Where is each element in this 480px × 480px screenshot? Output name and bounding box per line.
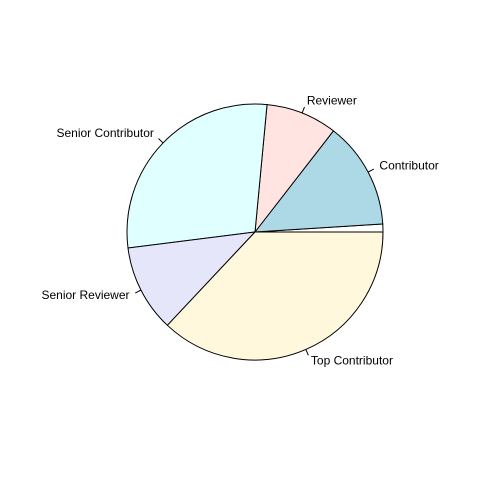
pie-leader-senior-reviewer — [135, 289, 142, 294]
pie-leader-reviewer — [301, 106, 305, 114]
pie-leader-senior-contributor — [158, 138, 164, 144]
pie-label-contributor: Contributor — [379, 158, 438, 172]
pie-label-senior-reviewer: Senior Reviewer — [41, 288, 129, 302]
pie-slices — [126, 103, 384, 361]
pie-leader-top-contributor — [305, 349, 309, 356]
pie-slice-senior-contributor — [126, 103, 268, 249]
pie-slice-contributor — [253, 130, 384, 233]
pie-label-top-contributor: Top Contributor — [311, 353, 393, 367]
pie-slice-top-contributor — [166, 231, 384, 361]
pie-labels: Contributor Reviewer Senior Contributor Sen… — [41, 93, 438, 367]
pie-label-reviewer: Reviewer — [307, 93, 357, 107]
pie-label-senior-contributor: Senior Contributor — [56, 126, 153, 140]
pie-leader-contributor — [367, 168, 375, 173]
